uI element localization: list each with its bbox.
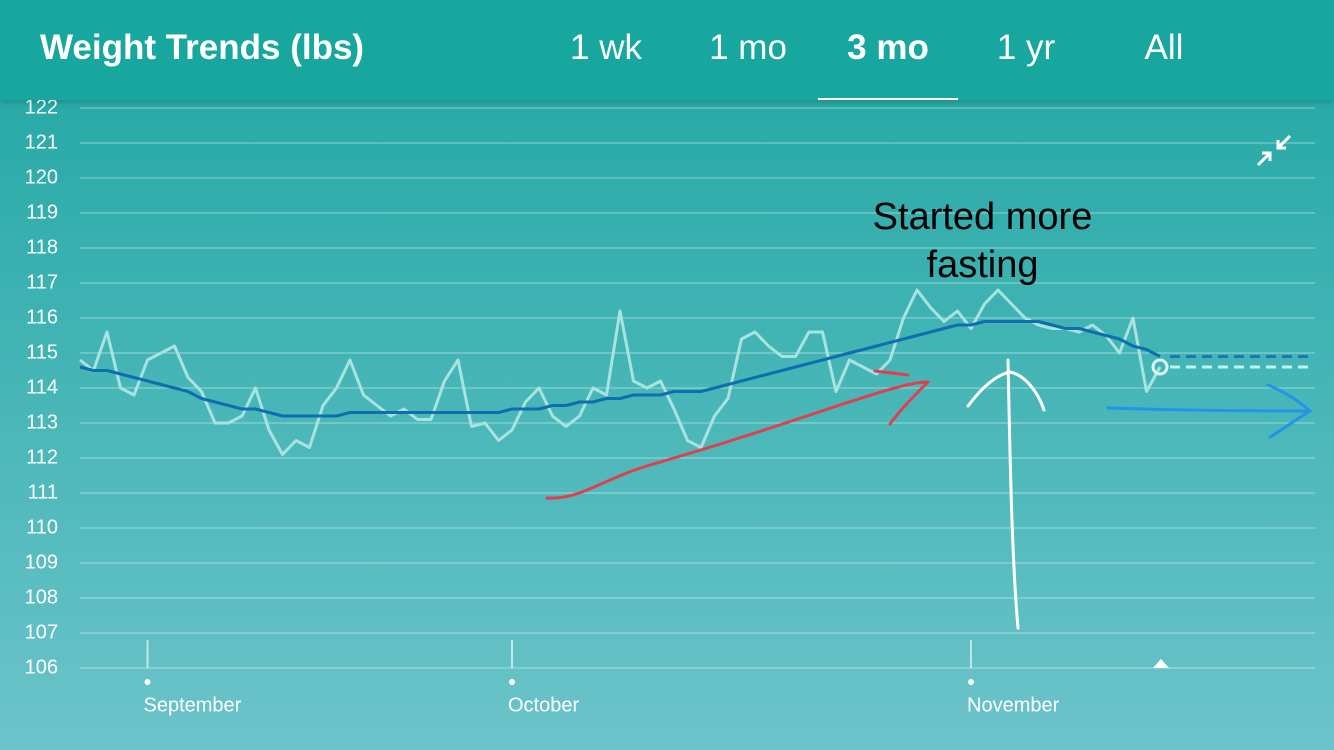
range-tab[interactable]: 1 wk [570,28,642,67]
x-tick-label: September [144,694,242,716]
marker-triangle [1153,659,1169,668]
y-tick-label: 107 [25,621,58,643]
y-tick-label: 109 [25,551,58,573]
y-tick-label: 115 [26,341,58,363]
y-tick-label: 122 [25,96,58,118]
y-tick-label: 110 [26,516,58,538]
y-tick-label: 119 [26,201,58,223]
month-dot [968,679,974,685]
y-tick-label: 118 [26,236,58,258]
month-dot [509,679,515,685]
y-tick-label: 120 [25,166,58,188]
annotation: Started more fasting [872,196,1093,286]
month-dot [144,679,151,685]
range-tab[interactable]: 1 yr [996,28,1056,67]
y-tick-label: 116 [26,306,58,328]
y-tick-label: 111 [28,481,58,503]
y-tick-label: 108 [25,586,58,608]
range-tab[interactable]: 3 mo [818,28,958,100]
red-arrow [545,369,930,500]
latest-point [1151,358,1169,376]
x-tick-label: October [508,694,579,716]
range-tab[interactable]: 1 mo [709,28,787,67]
y-tick-label: 114 [26,376,58,398]
series-line [79,288,1162,456]
white-arrow [966,358,1046,630]
y-tick-label: 112 [26,446,58,468]
y-tick-label: 121 [25,131,58,153]
title: Weight Trends (lbs) [40,28,365,67]
range-tab[interactable]: All [1144,28,1184,67]
y-tick-label: 117 [26,271,58,293]
header: Weight Trends (lbs) 1 wk 1 mo 3 mo 1 yr All [0,0,1334,100]
x-tick-label: November [967,694,1060,716]
series-line [79,320,1161,418]
y-tick-label: 113 [26,411,58,433]
collapse-icon [1256,134,1292,167]
y-tick-label: 106 [25,656,58,678]
blue-arrow [1106,383,1313,439]
